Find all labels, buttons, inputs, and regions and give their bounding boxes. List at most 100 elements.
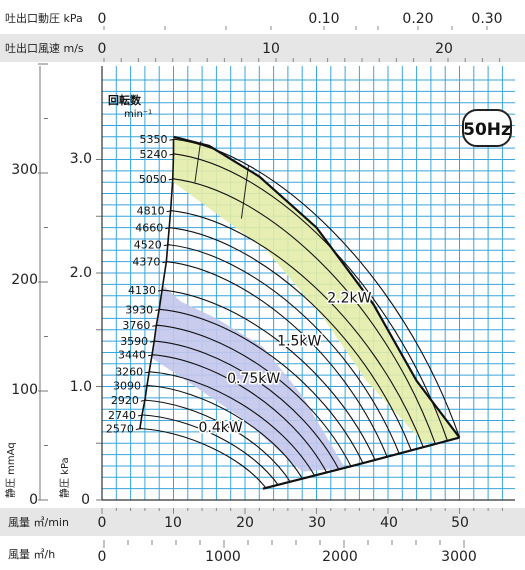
speed-curve-tick <box>150 340 157 343</box>
rpm-label-4810: 4810 <box>137 205 165 218</box>
kPa-tick-3: 3.0 <box>70 151 92 167</box>
top1-tick-020: 0.20 <box>402 11 433 27</box>
envelope-top <box>173 135 461 439</box>
curve-labels: 2.2kW 1.5kW 0.75kW 0.4kW <box>197 289 373 437</box>
kPa-tick-0: 0 <box>81 492 90 508</box>
bottom1-tick-0: 0 <box>98 515 107 531</box>
zone-label-2.2kW: 2.2kW <box>327 291 371 307</box>
speed-curve-tick <box>169 138 176 141</box>
speed-curve-5240 <box>173 153 448 441</box>
speed-curve-tick <box>142 384 150 387</box>
bottom-axis-band-1 <box>0 508 525 536</box>
speed-curve-4810 <box>170 210 424 448</box>
kPa-tick-1: 1.0 <box>70 379 92 395</box>
power-zones <box>152 136 460 472</box>
top1-tick-030: 0.30 <box>471 11 502 27</box>
rpm-label-2570: 2570 <box>106 422 134 435</box>
rpm-label-4130: 4130 <box>128 284 156 297</box>
rpm-label-5350: 5350 <box>140 133 168 146</box>
speed-curve-3930 <box>159 308 364 464</box>
bottom2-tick-1000: 1000 <box>205 549 241 565</box>
speed-curve-tick <box>168 178 175 181</box>
rpm-label-2920: 2920 <box>111 394 139 407</box>
speed-curve-2570 <box>139 427 267 489</box>
speed-curve-tick <box>155 308 162 311</box>
speed-curve-4130 <box>162 289 376 461</box>
speed-curve-2740 <box>142 414 279 486</box>
operating-envelope <box>173 135 461 490</box>
zone-divider <box>194 141 202 183</box>
rpm-label-3260: 3260 <box>115 366 143 379</box>
speed-curve-tick <box>165 227 172 230</box>
mmAq-tick-100: 100 <box>11 382 38 398</box>
left-boundary <box>139 139 175 429</box>
rpm-label-4520: 4520 <box>134 239 162 252</box>
bottom1-tick-30: 30 <box>308 515 326 531</box>
speed-curve-2920 <box>144 399 292 483</box>
kPa-tick-2: 2.0 <box>70 265 92 281</box>
power-zone-0.75kW <box>152 284 346 472</box>
zone-label-0.4kW: 0.4kW <box>199 420 243 436</box>
zone-label-0.75kW: 0.75kW <box>227 371 280 387</box>
speed-curves: 5350 5240 5050 4810 4660 4520 4370 4130 3930 3760… <box>106 133 461 489</box>
speed-curve-3760 <box>156 324 352 467</box>
top-axis-band-1 <box>0 4 525 32</box>
bottom-axis-1-label: 風量 ㎥/min <box>8 516 69 529</box>
speed-curve-5050 <box>172 178 436 445</box>
speed-curve-3440 <box>152 354 328 473</box>
bottom1-tick-40: 40 <box>380 515 398 531</box>
speed-curve-tick <box>152 324 159 327</box>
bottom1-tick-50: 50 <box>451 515 469 531</box>
top-axis-1-label: 吐出口動圧 kPa <box>5 11 83 25</box>
rpm-label-3930: 3930 <box>125 303 153 316</box>
rpm-label-5240: 5240 <box>140 148 168 161</box>
mmAq-tick-200: 200 <box>11 272 38 288</box>
speed-curve-tick <box>145 371 152 374</box>
top2-tick-0: 0 <box>98 41 107 57</box>
rpm-label-5050: 5050 <box>139 173 167 186</box>
envelope-bottom <box>262 436 460 490</box>
power-zone-2.2kW <box>173 136 460 444</box>
mmAq-tick-300: 300 <box>11 162 38 178</box>
rpm-header-line2: min⁻¹ <box>124 109 152 120</box>
rpm-label-3590: 3590 <box>120 335 148 348</box>
top2-tick-10: 10 <box>262 41 280 57</box>
zone-divider <box>240 165 250 219</box>
rpm-label-3090: 3090 <box>113 379 141 392</box>
axis-tick-marks <box>38 26 503 548</box>
bottom2-tick-2000: 2000 <box>322 549 358 565</box>
left-axis-kPa-label: 静圧 kPa <box>58 457 71 498</box>
speed-curve-4520 <box>167 244 400 454</box>
speed-curve-tick <box>137 414 145 417</box>
speed-curve-3590 <box>154 340 340 470</box>
bottom1-tick-10: 10 <box>164 515 182 531</box>
mmAq-tick-0: 0 <box>29 492 38 508</box>
bottom2-tick-0: 0 <box>98 549 107 565</box>
speed-curve-tick <box>163 244 170 247</box>
rpm-label-2740: 2740 <box>108 409 136 422</box>
speed-curve-tick <box>166 210 173 213</box>
top1-tick-0: 0 <box>98 11 107 27</box>
top2-tick-20: 20 <box>435 41 453 57</box>
frequency-badge-text: 50Hz <box>463 120 511 140</box>
rpm-label-3440: 3440 <box>118 349 146 362</box>
left-axis-mmAq-label: 静圧 mmAq <box>4 442 17 498</box>
bottom-axis-2-label: 風量 ㎥/h <box>8 548 55 561</box>
bottom-axis-band-2 <box>0 538 525 568</box>
speed-curve-tick <box>169 153 176 156</box>
speed-curve-4370 <box>166 261 388 457</box>
speed-curve-tick <box>135 428 142 430</box>
top1-tick-010: 0.10 <box>308 11 339 27</box>
speed-curve-tick <box>147 354 155 357</box>
speed-curve-tick <box>140 399 147 402</box>
rpm-label-4370: 4370 <box>132 256 160 269</box>
speed-curve-4660 <box>169 227 412 451</box>
top-axis-band-2 <box>0 34 525 62</box>
bottom1-tick-20: 20 <box>236 515 254 531</box>
top-axis-2-label: 吐出口風速 m/s <box>5 41 84 55</box>
rpm-label-4660: 4660 <box>135 222 163 235</box>
rpm-label-3760: 3760 <box>122 319 150 332</box>
frequency-badge <box>462 109 512 147</box>
rpm-header-line1: 回転数 <box>108 93 142 107</box>
